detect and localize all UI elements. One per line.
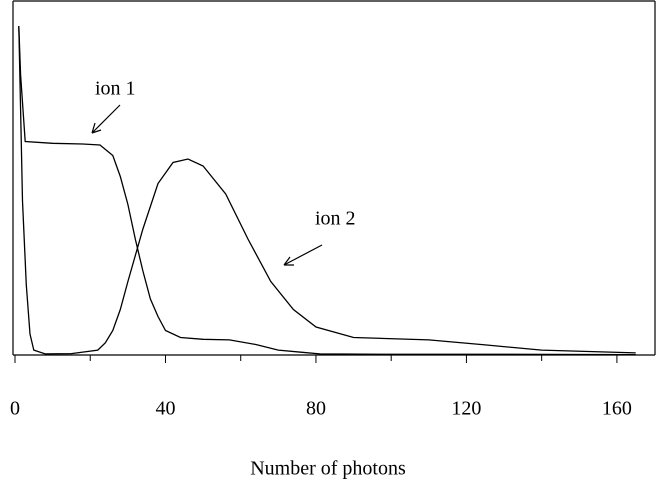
annotation-arrow — [283, 244, 323, 266]
line-series — [18, 25, 636, 355]
x-tick-label: 80 — [306, 398, 326, 420]
x-tick-label: 160 — [602, 398, 632, 420]
annotation: ion 2 — [315, 208, 356, 230]
x-axis-label: Number of photons — [250, 458, 406, 480]
annotation: ion 1 — [95, 78, 136, 100]
line-series — [18, 25, 636, 356]
annotation-arrow — [91, 104, 121, 134]
x-tick-label: 120 — [451, 398, 481, 420]
x-tick-label: 40 — [155, 398, 175, 420]
x-tick-label: 0 — [10, 398, 20, 420]
